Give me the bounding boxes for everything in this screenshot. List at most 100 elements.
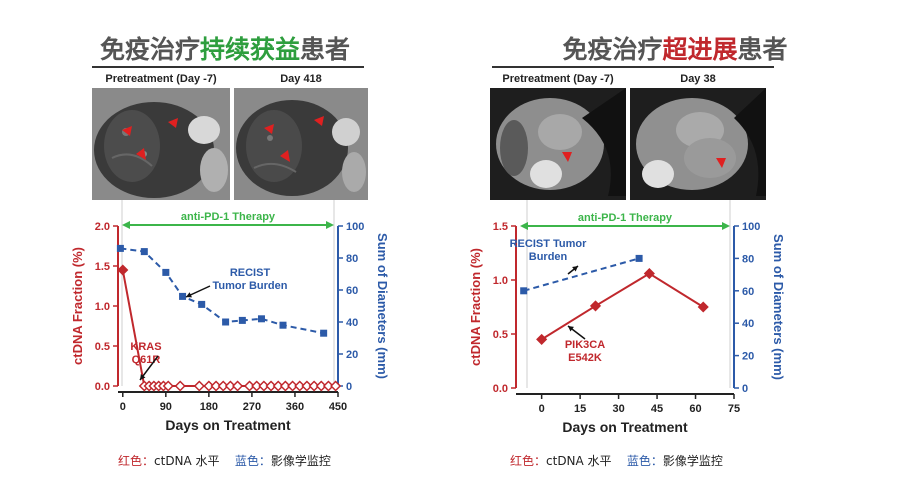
recist-point	[238, 316, 246, 324]
legend-red-text: ctDNA 水平	[154, 454, 220, 468]
y-right-tick-label: 20	[742, 351, 754, 363]
ct-scan-followup	[234, 88, 368, 200]
ctdna-point	[322, 380, 334, 392]
y-left-tick-label: 0.0	[95, 381, 110, 393]
title-highlight: 持续获益	[199, 35, 300, 64]
mutation-annotation: PIK3CA	[565, 339, 605, 351]
y-right-tick-label: 60	[346, 285, 358, 297]
ctdna-point	[330, 380, 342, 392]
x-tick-label: 45	[651, 403, 663, 415]
y-right-axis-title: Sum of Diameters (mm)	[771, 234, 786, 380]
legend-blue-label: 蓝色：	[626, 454, 663, 468]
y-right-tick-label: 0	[742, 383, 748, 395]
legend-blue-text: 影像学监控	[662, 454, 723, 468]
therapy-arrow-right	[722, 222, 730, 230]
ctdna-point	[308, 380, 320, 392]
title-suffix: 患者	[737, 35, 788, 64]
panel-title: 免疫治疗超进展患者	[450, 30, 900, 66]
y-left-tick-label: 2.0	[95, 221, 110, 233]
x-tick-label: 30	[612, 403, 624, 415]
ctdna-point	[301, 380, 313, 392]
y-right-axis-title: Sum of Diameters (mm)	[375, 233, 390, 379]
x-tick-label: 0	[120, 401, 126, 413]
ctdna-point	[265, 380, 277, 392]
x-tick-label: 450	[329, 401, 347, 413]
title-prefix: 免疫治疗	[99, 35, 200, 64]
y-left-tick-label: 1.5	[493, 221, 508, 233]
mutation-annotation: E542K	[568, 352, 602, 364]
ctdna-point	[643, 267, 655, 280]
recist-annotation: RECIST	[230, 267, 271, 279]
ctdna-point	[243, 380, 256, 392]
x-tick-label: 0	[539, 403, 545, 415]
y-right-tick-label: 60	[742, 286, 754, 298]
x-tick-label: 270	[243, 401, 261, 413]
ctdna-point	[210, 380, 222, 392]
x-tick-label: 15	[574, 403, 586, 415]
y-left-tick-label: 0.0	[493, 383, 508, 395]
ctdna-point	[258, 380, 270, 392]
recist-annotation: Tumor Burden	[213, 280, 288, 292]
annotation-arrow-head	[186, 292, 192, 298]
legend-blue-label: 蓝色：	[234, 454, 271, 468]
ctdna-point	[279, 380, 291, 392]
ctdna-point	[287, 380, 299, 392]
therapy-label: anti-PD-1 Therapy	[181, 211, 276, 223]
annotation-arrow-head	[568, 326, 574, 332]
title-underline	[92, 66, 364, 68]
ct-scan-followup	[630, 88, 766, 200]
ctdna-point	[272, 380, 284, 392]
recist-line	[120, 247, 324, 335]
y-left-tick-label: 0.5	[493, 329, 508, 341]
y-left-axis-title: ctDNA Fraction (%)	[70, 247, 85, 365]
recist-annotation: RECIST Tumor	[510, 238, 588, 250]
recist-point	[140, 248, 148, 256]
y-right-tick-label: 100	[346, 221, 364, 233]
title-underline	[492, 66, 774, 68]
x-axis-title: Days on Treatment	[165, 417, 291, 433]
x-tick-label: 60	[689, 403, 701, 415]
ctdna-point	[193, 380, 205, 392]
y-right-tick-label: 20	[346, 349, 358, 361]
panel-durable-benefit: 免疫治疗持续获益患者 Pretreatment (Day -7) Day 418	[0, 30, 450, 469]
therapy-arrow-left	[520, 222, 528, 230]
recist-point	[279, 321, 287, 329]
recist-line	[523, 257, 640, 292]
ctdna-point	[251, 380, 263, 392]
therapy-label-bg	[569, 211, 681, 225]
annotation-arrow-head	[140, 374, 146, 380]
panel-title: 免疫治疗持续获益患者	[0, 30, 450, 66]
ctdna-point	[232, 380, 244, 392]
title-highlight: 超进展	[662, 35, 738, 64]
y-left-tick-label: 0.5	[95, 341, 110, 353]
color-legend: 红色：ctDNA 水平 蓝色：影像学监控	[118, 452, 331, 469]
therapy-label: anti-PD-1 Therapy	[578, 212, 673, 224]
legend-blue-text: 影像学监控	[270, 454, 331, 468]
x-tick-label: 360	[286, 401, 304, 413]
y-right-tick-label: 80	[346, 253, 358, 265]
y-left-tick-label: 1.5	[95, 261, 110, 273]
y-right-tick-label: 40	[742, 318, 754, 330]
y-right-tick-label: 0	[346, 381, 352, 393]
recist-annotation: Burden	[529, 251, 568, 263]
ctdna-point	[162, 380, 174, 392]
ctdna-point	[203, 380, 215, 392]
recist-point	[222, 318, 230, 326]
ctdna-point	[536, 333, 548, 345]
recist-point	[162, 268, 170, 276]
recist-point	[635, 254, 643, 262]
x-axis-title: Days on Treatment	[562, 419, 688, 435]
scan-label-followup: Day 38	[680, 73, 716, 85]
ct-scan-pretreatment	[92, 88, 230, 200]
ctdna-point	[315, 380, 327, 392]
recist-point	[520, 287, 528, 295]
recist-point	[257, 315, 265, 323]
title-suffix: 患者	[300, 35, 351, 64]
ctdna-point	[697, 301, 709, 313]
x-tick-label: 75	[728, 403, 740, 415]
ctdna-point	[224, 380, 236, 392]
y-right-tick-label: 40	[346, 317, 358, 329]
y-right-tick-label: 100	[742, 221, 760, 233]
ctdna-point	[589, 300, 602, 312]
therapy-arrow-right	[326, 221, 334, 229]
